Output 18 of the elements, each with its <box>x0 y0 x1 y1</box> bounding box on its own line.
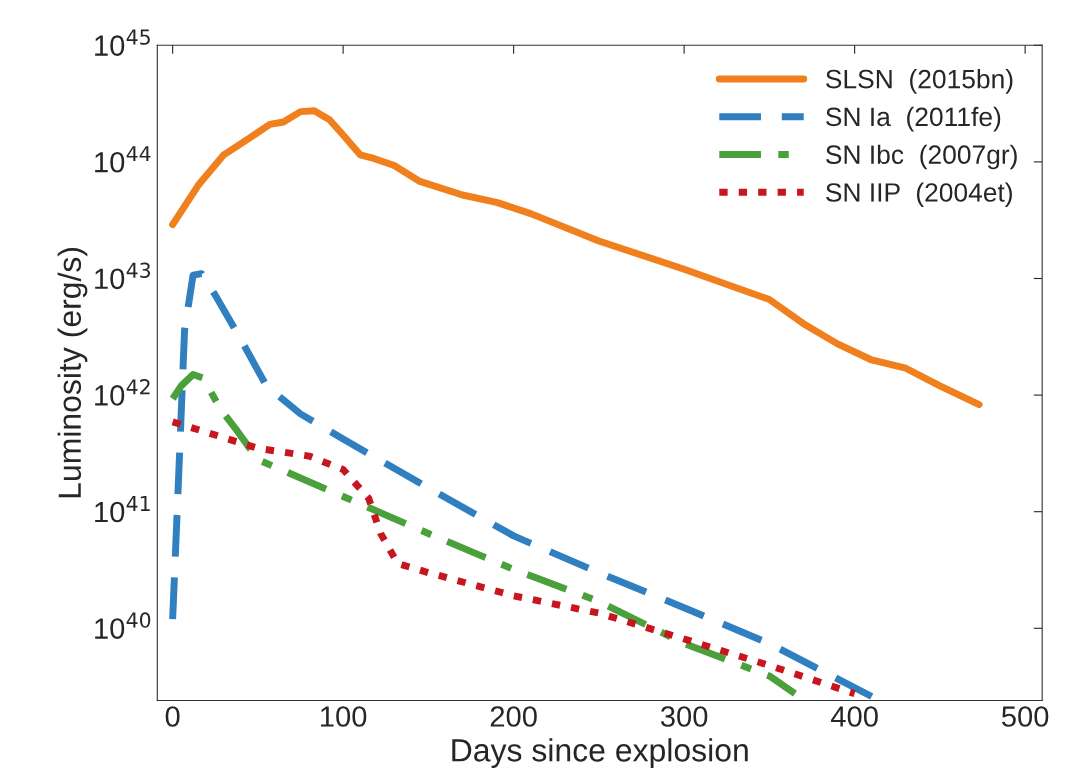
y-tick-label: 10$^{45}$ <box>95 29 150 56</box>
x-tick-label: 0 <box>165 706 180 727</box>
legend-label: SN Ibc (2007gr) <box>826 144 1017 170</box>
y-axis-title: Luminosity (erg/s) <box>57 247 88 498</box>
y-tick-label: 10$^{44}$ <box>95 146 151 173</box>
y-tick-label: 10$^{43}$ <box>95 262 150 290</box>
legend-label: SN IIP (2004et) <box>826 182 1012 208</box>
legend-label: SLSN (2015bn) <box>826 69 1013 94</box>
y-tick-label: 10$^{40}$ <box>95 612 151 639</box>
x-tick-label: 300 <box>660 706 708 727</box>
x-axis-title: Days since explosion <box>452 738 748 768</box>
y-tick-label: 10$^{41}$ <box>95 496 150 523</box>
x-tick-label: 100 <box>321 706 367 727</box>
y-tick-label: 10$^{42}$ <box>95 379 150 406</box>
x-tick-label: 400 <box>830 706 878 727</box>
x-tick-label: 200 <box>490 706 537 727</box>
x-tick-label: 500 <box>1001 706 1049 727</box>
legend-label: SN Ia (2011fe) <box>826 106 1001 132</box>
